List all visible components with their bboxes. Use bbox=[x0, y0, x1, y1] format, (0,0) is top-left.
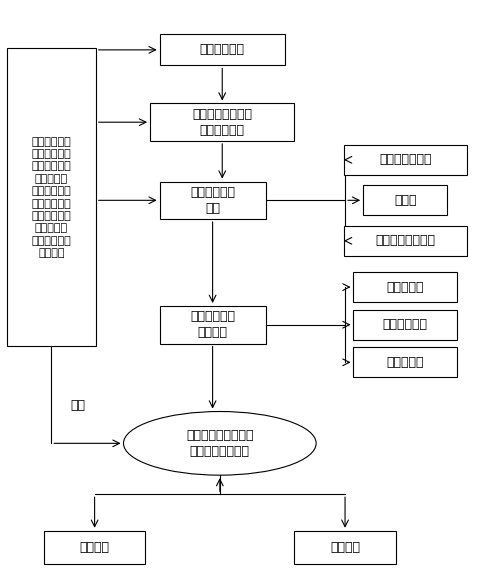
Text: 已完成任务: 已完成任务 bbox=[386, 281, 424, 293]
FancyBboxPatch shape bbox=[150, 103, 295, 141]
FancyBboxPatch shape bbox=[344, 226, 467, 256]
FancyBboxPatch shape bbox=[344, 145, 467, 175]
Text: 正在进行任务: 正在进行任务 bbox=[383, 318, 428, 331]
Text: 批次号: 批次号 bbox=[394, 194, 416, 207]
Text: 主导企业: 主导企业 bbox=[80, 541, 110, 554]
FancyBboxPatch shape bbox=[354, 347, 457, 378]
Text: 扫描条形码，识别
生产任务信息: 扫描条形码，识别 生产任务信息 bbox=[192, 108, 252, 137]
FancyBboxPatch shape bbox=[159, 306, 266, 343]
Text: 每经过一个工
位，移动无线
终端读取信息
标识装置信
息，实现信息
标识装置与完
工数量、服务
平台基础信
息、上下线时
间的绑定: 每经过一个工 位，移动无线 终端读取信息 标识装置信 息，实现信息 标识装置与完… bbox=[31, 137, 71, 258]
Ellipse shape bbox=[124, 411, 316, 475]
Text: 接收生产任务: 接收生产任务 bbox=[200, 44, 245, 56]
FancyBboxPatch shape bbox=[159, 34, 285, 66]
FancyBboxPatch shape bbox=[7, 48, 96, 346]
Text: 绑定: 绑定 bbox=[70, 399, 85, 412]
FancyBboxPatch shape bbox=[159, 182, 266, 219]
FancyBboxPatch shape bbox=[295, 531, 396, 564]
Text: 网络化外协加工进度
信息管控服务平台: 网络化外协加工进度 信息管控服务平台 bbox=[186, 429, 254, 458]
FancyBboxPatch shape bbox=[363, 185, 447, 215]
Text: 生产任务计划号: 生产任务计划号 bbox=[379, 153, 431, 166]
FancyBboxPatch shape bbox=[44, 531, 145, 564]
Text: 生产任务信息
实时上传: 生产任务信息 实时上传 bbox=[190, 310, 235, 339]
Text: 生产任务信息
采集: 生产任务信息 采集 bbox=[190, 186, 235, 215]
Text: 任务计划完成时间: 任务计划完成时间 bbox=[375, 234, 435, 247]
Text: 未开始任务: 未开始任务 bbox=[386, 356, 424, 369]
FancyBboxPatch shape bbox=[354, 272, 457, 302]
FancyBboxPatch shape bbox=[354, 310, 457, 340]
Text: 外协企业: 外协企业 bbox=[330, 541, 360, 554]
